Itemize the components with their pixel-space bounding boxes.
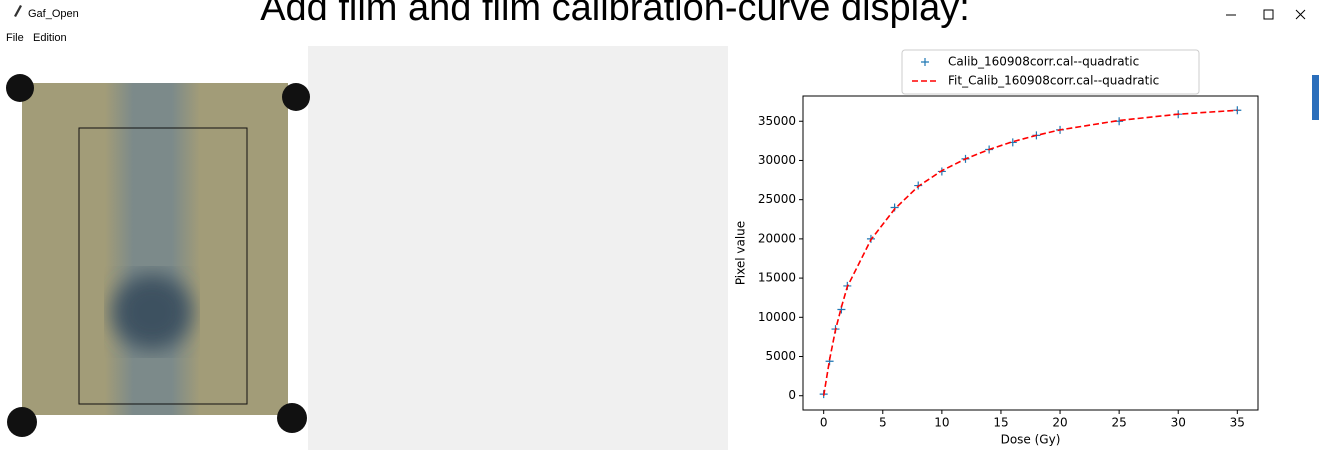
y-tick-label: 15000 [758, 271, 796, 285]
legend-frame [901, 49, 1200, 95]
window-title: Gaf_Open [28, 8, 79, 20]
y-tick-label: 5000 [765, 349, 796, 363]
y-tick-label: 10000 [758, 310, 796, 324]
y-tick-label: 30000 [758, 153, 796, 167]
plot-frame [802, 95, 1259, 411]
data-point [1233, 106, 1242, 115]
film-spot [112, 274, 192, 350]
legend-label: Fit_Calib_160908corr.cal--quadratic [948, 74, 1159, 88]
menu-item[interactable]: File [6, 32, 24, 44]
marker-dot [277, 403, 307, 433]
x-tick-label: 30 [1171, 416, 1186, 430]
close-button[interactable] [1295, 9, 1306, 20]
caption: Add film and film calibration-curve disp… [260, 0, 970, 29]
legend: Calib_160908corr.cal--quadratic Fit_Calib… [901, 49, 1200, 95]
x-tick-label: 5 [879, 416, 887, 430]
x-tick-label: 20 [1052, 416, 1067, 430]
film-image [6, 50, 310, 445]
y-axis-label: Pixel value [734, 221, 748, 285]
side-strip [1312, 75, 1319, 120]
x-tick-label: 10 [934, 416, 949, 430]
chart: 0 5 10 15 20 25 30 35 0 5000 10000 15000 20000 25000 3… [734, 106, 1245, 447]
legend-marker [921, 58, 929, 66]
legend-label: Calib_160908corr.cal--quadratic [948, 55, 1139, 69]
y-tick-label: 0 [788, 388, 796, 402]
app-icon [14, 5, 22, 17]
roi-rectangle[interactable] [78, 127, 248, 405]
y-tick-label: 35000 [758, 114, 796, 128]
x-tick-label: 0 [820, 416, 828, 430]
x-tick-label: 35 [1230, 416, 1245, 430]
marker-dot [7, 407, 37, 437]
film-band [105, 83, 200, 415]
marker-dot [282, 83, 310, 111]
y-tick-label: 25000 [758, 192, 796, 206]
menu-item[interactable]: Edition [33, 32, 67, 44]
window-controls[interactable] [1226, 9, 1306, 20]
fit-line [822, 109, 1238, 396]
x-tick-label: 15 [993, 416, 1008, 430]
y-tick-label: 20000 [758, 231, 796, 245]
marker-dot [6, 74, 34, 102]
plot-area [803, 96, 1258, 410]
x-axis-label: Dose (Gy) [1001, 433, 1061, 447]
empty-panel [308, 46, 728, 450]
maximize-button[interactable] [1263, 9, 1274, 20]
x-tick-label: 25 [1111, 416, 1126, 430]
